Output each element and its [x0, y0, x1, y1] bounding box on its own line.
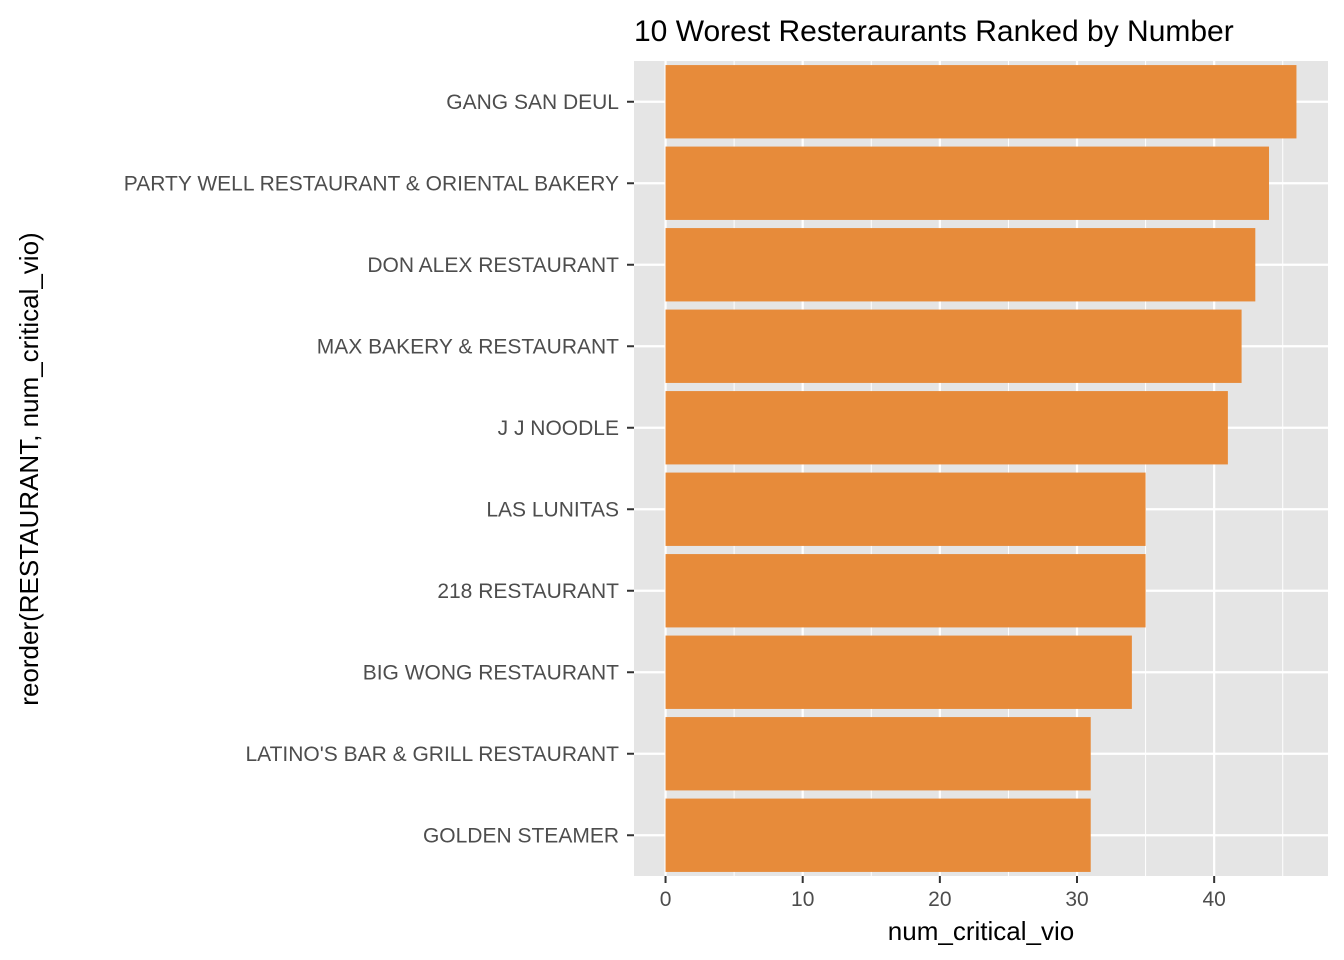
y-tick-label: LATINO'S BAR & GRILL RESTAURANT — [245, 743, 619, 766]
bar — [665, 798, 1091, 872]
y-tick-label: PARTY WELL RESTAURANT & ORIENTAL BAKERY — [124, 172, 619, 195]
y-tick-label: LAS LUNITAS — [486, 498, 619, 521]
x-axis: 0 10 20 30 40 — [660, 876, 1226, 911]
bar — [665, 309, 1242, 383]
y-tick-label: 218 RESTAURANT — [437, 580, 619, 603]
bar — [665, 228, 1256, 302]
y-tick-label: DON ALEX RESTAURANT — [367, 254, 619, 277]
y-tick-label: GANG SAN DEUL — [446, 91, 619, 114]
bar — [665, 717, 1091, 791]
bar — [665, 472, 1146, 546]
bar — [665, 65, 1297, 139]
y-tick-label: GOLDEN STEAMER — [423, 824, 619, 847]
y-tick-label: BIG WONG RESTAURANT — [363, 661, 619, 684]
y-axis-title: reorder(RESTAURANT, num_critical_vio) — [14, 232, 44, 705]
bar — [665, 146, 1270, 220]
y-tick-label: J J NOODLE — [498, 417, 619, 440]
chart-title: 10 Worest Resteraurants Ranked by Number — [634, 15, 1234, 48]
bar — [665, 391, 1228, 465]
x-axis-title: num_critical_vio — [888, 916, 1074, 946]
x-tick-label: 20 — [928, 888, 951, 911]
bars — [665, 65, 1297, 872]
x-tick-label: 30 — [1065, 888, 1088, 911]
x-tick-label: 40 — [1202, 888, 1225, 911]
bar — [665, 635, 1132, 709]
x-tick-label: 10 — [791, 888, 814, 911]
y-axis: GANG SAN DEUL PARTY WELL RESTAURANT & ORI… — [124, 91, 634, 847]
x-tick-label: 0 — [660, 888, 672, 911]
y-tick-label: MAX BAKERY & RESTAURANT — [317, 335, 619, 358]
bar — [665, 554, 1146, 628]
